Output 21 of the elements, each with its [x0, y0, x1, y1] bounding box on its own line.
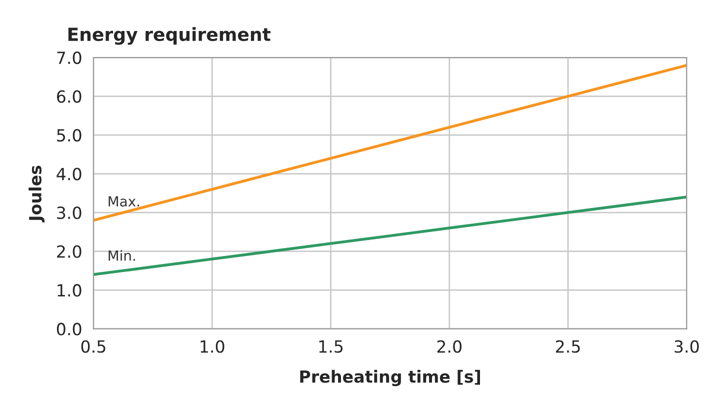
chart-title: Energy requirement [68, 27, 270, 45]
series-label: Min. [108, 250, 135, 261]
line-series [93, 196, 687, 276]
y-tick-label: 6.0 [57, 90, 82, 103]
x-tick-label: 2.5 [556, 340, 580, 353]
x-tick-label: 2.0 [437, 340, 462, 353]
x-tick-label: 3.0 [674, 340, 699, 353]
y-tick-label: 3.0 [57, 206, 82, 220]
y-tick-label: 7.0 [57, 52, 82, 64]
y-tick-label: 5.0 [57, 129, 82, 142]
y-tick-label: 0.0 [56, 322, 82, 336]
x-axis-title: Preheating time [s] [300, 370, 480, 386]
y-axis-title: Joules [28, 166, 45, 222]
x-tick-label: 1.5 [319, 340, 343, 353]
y-tick-label: 2.0 [57, 245, 82, 258]
x-tick-label: 0.5 [81, 340, 106, 353]
series-label: Max. [108, 196, 139, 207]
x-tick-label: 1.0 [200, 340, 224, 353]
line-series [93, 64, 687, 222]
y-tick-label: 1.0 [58, 284, 82, 297]
y-tick-label: 4.0 [56, 168, 82, 180]
